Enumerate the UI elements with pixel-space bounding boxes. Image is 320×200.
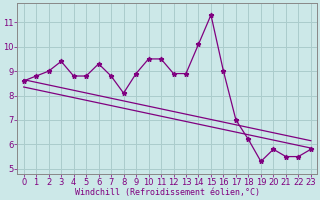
X-axis label: Windchill (Refroidissement éolien,°C): Windchill (Refroidissement éolien,°C) [75, 188, 260, 197]
